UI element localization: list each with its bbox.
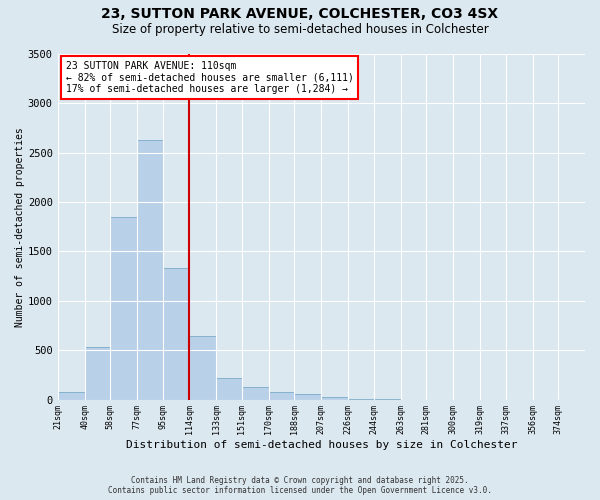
- Text: Size of property relative to semi-detached houses in Colchester: Size of property relative to semi-detach…: [112, 22, 488, 36]
- Bar: [85, 348, 110, 400]
- Bar: [217, 378, 242, 400]
- Text: 23 SUTTON PARK AVENUE: 110sqm
← 82% of semi-detached houses are smaller (6,111)
: 23 SUTTON PARK AVENUE: 110sqm ← 82% of s…: [65, 61, 353, 94]
- X-axis label: Distribution of semi-detached houses by size in Colchester: Distribution of semi-detached houses by …: [125, 440, 517, 450]
- Text: 23, SUTTON PARK AVENUE, COLCHESTER, CO3 4SX: 23, SUTTON PARK AVENUE, COLCHESTER, CO3 …: [101, 8, 499, 22]
- Bar: [137, 140, 163, 400]
- Bar: [110, 217, 137, 400]
- Bar: [269, 392, 295, 400]
- Bar: [163, 268, 190, 400]
- Bar: [295, 394, 322, 400]
- Bar: [58, 392, 85, 400]
- Bar: [242, 386, 269, 400]
- Bar: [190, 336, 217, 400]
- Bar: [322, 396, 348, 400]
- Text: Contains HM Land Registry data © Crown copyright and database right 2025.
Contai: Contains HM Land Registry data © Crown c…: [108, 476, 492, 495]
- Y-axis label: Number of semi-detached properties: Number of semi-detached properties: [15, 127, 25, 326]
